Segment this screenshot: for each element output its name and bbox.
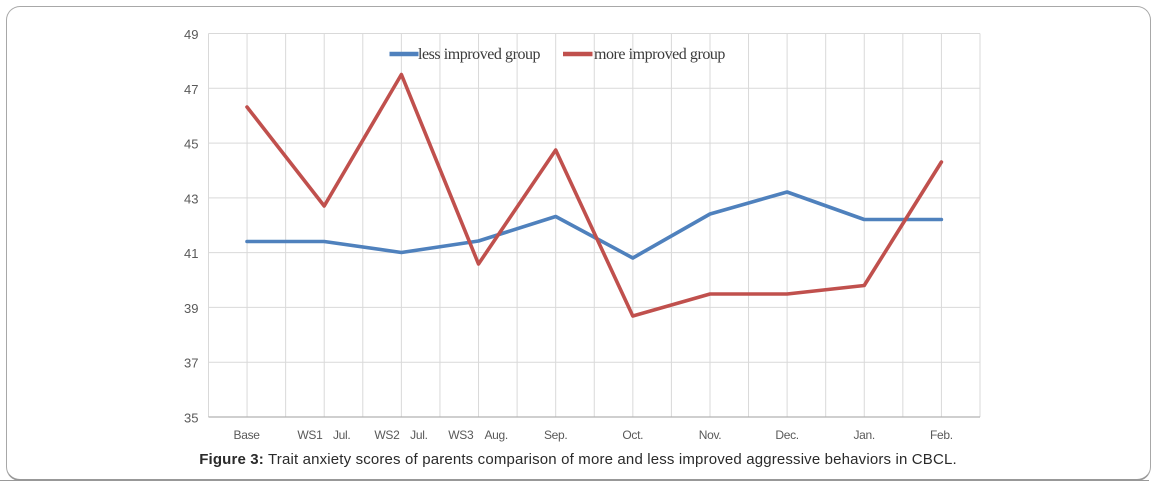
svg-text:Jul.: Jul.	[333, 428, 350, 442]
svg-text:39: 39	[184, 301, 198, 316]
svg-text:47: 47	[184, 82, 198, 97]
svg-text:45: 45	[184, 137, 198, 152]
svg-text:37: 37	[184, 356, 198, 371]
svg-text:49: 49	[184, 27, 198, 42]
svg-text:more improved group: more improved group	[594, 46, 725, 63]
svg-text:less improved group: less improved group	[418, 46, 541, 63]
svg-text:WS3: WS3	[448, 428, 474, 442]
svg-text:43: 43	[184, 191, 198, 206]
svg-text:Dec.: Dec.	[775, 428, 798, 442]
svg-text:Sep.: Sep.	[544, 428, 568, 442]
svg-text:Aug.: Aug.	[484, 428, 508, 442]
svg-text:WS1: WS1	[297, 428, 323, 442]
svg-text:Jul.: Jul.	[410, 428, 427, 442]
svg-text:35: 35	[184, 411, 198, 426]
svg-text:Oct.: Oct.	[622, 428, 643, 442]
svg-text:Nov.: Nov.	[699, 428, 722, 442]
svg-text:41: 41	[184, 246, 198, 261]
svg-text:Feb.: Feb.	[930, 428, 953, 442]
svg-text:Jan.: Jan.	[853, 428, 874, 442]
svg-text:WS2: WS2	[374, 428, 400, 442]
svg-text:Base: Base	[234, 428, 261, 442]
